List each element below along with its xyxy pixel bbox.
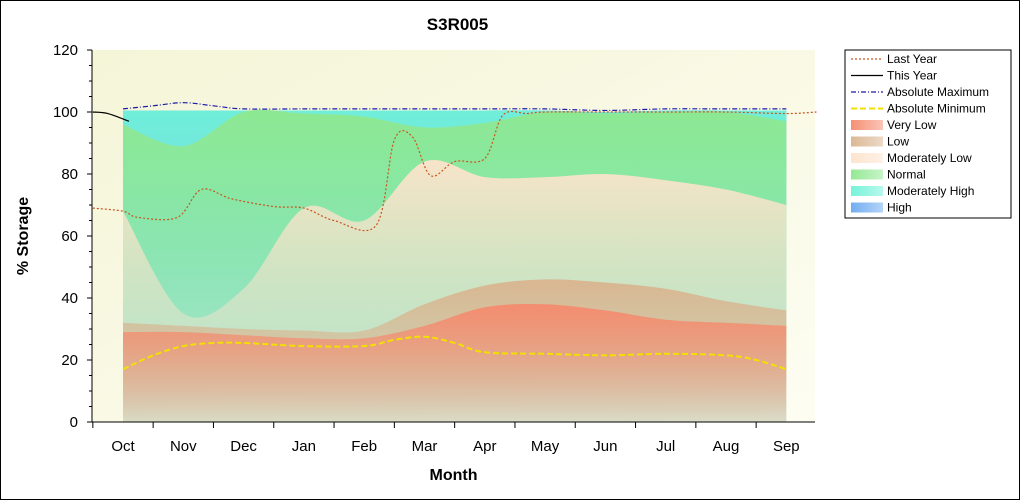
x-tick-label: Aug: [713, 438, 740, 455]
legend-label-normal: Normal: [887, 168, 926, 182]
legend-label-absolute-maximum: Absolute Maximum: [887, 85, 989, 99]
legend-label-very-low: Very Low: [887, 118, 937, 132]
legend-swatch-low: [851, 136, 883, 147]
x-tick-label: Mar: [412, 438, 438, 455]
series-absolute-maximum: [122, 102, 787, 112]
legend-label-last-year: Last Year: [887, 52, 937, 66]
x-tick-label: Sep: [773, 438, 800, 455]
y-tick-label: 40: [61, 290, 78, 307]
legend-label-low: Low: [887, 135, 909, 149]
series-this-year: [92, 111, 130, 122]
x-tick-label: Jun: [593, 438, 617, 455]
legend-label-moderately-high: Moderately High: [887, 184, 974, 198]
x-tick-label: Apr: [473, 438, 496, 455]
legend-label-this-year: This Year: [887, 69, 937, 83]
legend-swatch-moderately-high: [851, 186, 883, 196]
chart-title: S3R005: [427, 15, 488, 34]
series-absolute-minimum: [122, 335, 787, 371]
y-tick-label: 60: [61, 228, 78, 245]
x-tick-label: Jul: [656, 438, 675, 455]
x-tick-label: Feb: [351, 438, 377, 455]
x-axis-title: Month: [430, 467, 478, 484]
legend-swatch-high: [851, 202, 883, 213]
legend-label-moderately-low: Moderately Low: [887, 151, 972, 165]
y-tick-label: 80: [61, 166, 78, 183]
legend-swatch-normal: [851, 169, 883, 180]
x-tick-label: Nov: [170, 438, 197, 455]
x-tick-label: Jan: [292, 438, 316, 455]
y-tick-label: 120: [53, 42, 78, 59]
legend-swatch-moderately-low: [851, 153, 883, 163]
x-tick-label: May: [531, 438, 560, 455]
y-tick-label: 0: [70, 414, 78, 431]
x-tick-label: Oct: [111, 438, 135, 455]
legend-swatch-very-low: [851, 120, 883, 130]
series-last-year: [92, 110, 817, 232]
y-tick-label: 20: [61, 352, 78, 369]
band-very-low: [123, 303, 787, 422]
legend-label-high: High: [887, 201, 912, 215]
legend-label-absolute-minimum: Absolute Minimum: [887, 102, 986, 116]
legend: Last Year This Year Absolute Maximum Absolu…: [844, 49, 1012, 219]
x-tick-label: Dec: [230, 438, 257, 455]
y-axis-title: % Storage: [15, 197, 32, 275]
y-tick-label: 100: [53, 104, 78, 121]
